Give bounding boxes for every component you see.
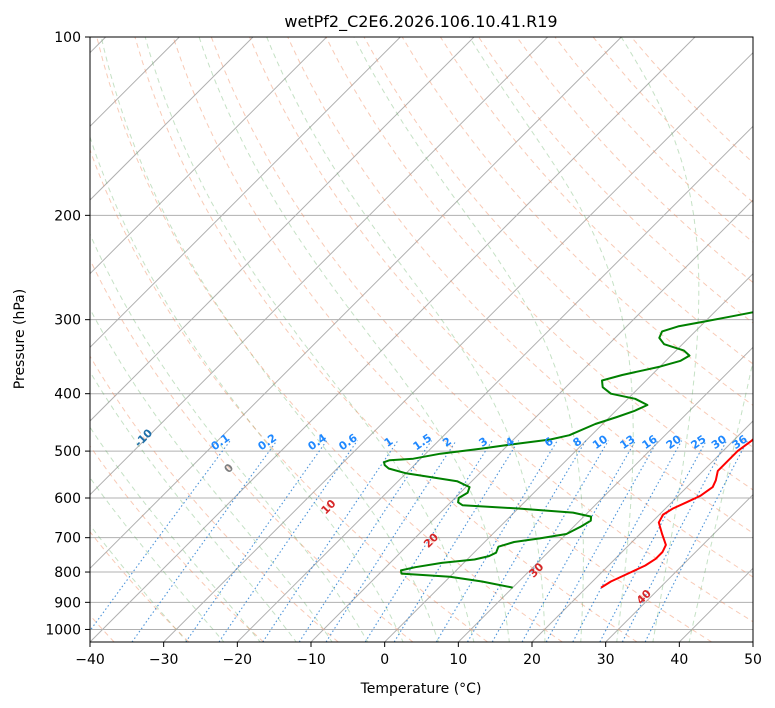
x-tick-label: 20 — [523, 652, 541, 668]
y-axis-ticks: 100 200 300 400 500 600 700 800 900 1000 — [45, 30, 90, 638]
plot-frame — [89, 36, 754, 643]
y-tick-label: 1000 — [45, 622, 81, 638]
x-tick-label: 10 — [449, 652, 467, 668]
temperature-profile-line — [600, 437, 753, 589]
x-tick-label: −20 — [223, 652, 253, 668]
dry-adiabat-line — [210, 37, 753, 623]
isotherm-line — [90, 37, 328, 275]
mixing-ratio-lines — [90, 440, 748, 642]
y-tick-label: 900 — [54, 595, 81, 611]
moist-adiabat-line — [90, 135, 404, 642]
isotherm-line — [384, 272, 753, 642]
y-axis-label: Pressure (hPa) — [12, 289, 28, 389]
mixing-ratio-line — [572, 440, 683, 642]
dry-adiabat-line — [287, 37, 753, 534]
mixing-ratio-line — [90, 440, 231, 632]
y-tick-label: 800 — [54, 565, 81, 581]
moist-adiabat-line — [620, 37, 700, 642]
mixing-ratio-line — [364, 440, 493, 642]
mixing-ratio-line — [545, 440, 659, 642]
x-tick-label: −30 — [149, 652, 179, 668]
x-tick-label: 40 — [670, 652, 688, 668]
mixing-ratio-line — [298, 440, 432, 642]
dry-adiabat-line — [90, 355, 339, 642]
mixing-ratio-line — [185, 440, 328, 642]
dry-adiabat-line — [249, 37, 753, 578]
mixing-ratio-line — [491, 440, 609, 642]
isotherm-line — [90, 37, 254, 201]
dewpoint-profile-line — [383, 311, 753, 589]
mixing-ratio-line — [467, 440, 587, 642]
moist-adiabat-line — [90, 232, 369, 642]
mixing-ratio-line — [521, 440, 637, 642]
mixing-ratio-line — [644, 440, 748, 642]
chart-title: wetPf2_C2E6.2026.106.10.41.R19 — [284, 12, 557, 32]
isotherm-line — [90, 37, 549, 496]
moist-adiabat-line — [469, 37, 634, 642]
mixing-ratio-line — [262, 440, 399, 642]
x-tick-label: 30 — [597, 652, 615, 668]
plot-area — [90, 37, 753, 642]
mixing-ratio-line — [393, 440, 520, 642]
dry-adiabat-line — [96, 37, 563, 642]
isotherm-line — [310, 199, 753, 642]
sounding-profiles — [383, 311, 753, 589]
x-tick-label: −10 — [296, 652, 326, 668]
isotherm-line — [90, 37, 401, 349]
moist-adiabat-line — [90, 370, 297, 642]
dry-adiabat-line — [439, 37, 753, 365]
isotherm-line — [605, 493, 753, 642]
isotherm-line — [90, 37, 475, 422]
dry-adiabat-line — [90, 531, 190, 642]
isotherm-line — [90, 37, 622, 570]
dry-adiabat-line — [90, 258, 414, 642]
moist-adiabat-line — [90, 426, 261, 642]
moist-adiabat-line — [90, 524, 188, 642]
x-tick-label: 50 — [744, 652, 762, 668]
dry-adiabat-line — [516, 37, 753, 284]
y-tick-label: 200 — [54, 208, 81, 224]
mixing-ratio-line — [325, 440, 457, 642]
y-tick-label: 100 — [54, 30, 81, 46]
y-tick-label: 600 — [54, 491, 81, 507]
x-tick-label: −40 — [75, 652, 105, 668]
x-axis-label: Temperature (°C) — [360, 681, 482, 697]
moist-adiabat-line — [144, 37, 475, 642]
mixing-ratio-line — [435, 440, 558, 642]
dry-adiabat-line — [90, 148, 488, 642]
isotherm-line — [457, 346, 753, 642]
y-tick-label: 300 — [54, 313, 81, 329]
dry-adiabats — [90, 37, 753, 642]
isotherms — [90, 37, 753, 642]
mixing-ratio-line — [131, 440, 278, 642]
moist-adiabat-line — [266, 37, 546, 642]
x-axis-ticks: −40 −30 −20 −10 0 10 20 30 40 50 — [75, 642, 762, 668]
moist-adiabat-line — [100, 37, 440, 642]
moist-adiabat-line — [90, 476, 225, 642]
isotherm-line — [236, 125, 753, 642]
isotherm-line — [163, 51, 753, 642]
isotherm-line — [90, 37, 696, 642]
dry-adiabat-line — [401, 37, 753, 406]
y-tick-label: 700 — [54, 531, 81, 547]
y-tick-label: 400 — [54, 387, 81, 403]
dry-adiabat-line — [172, 37, 712, 642]
x-tick-label: 0 — [380, 652, 389, 668]
dry-adiabat-line — [134, 37, 638, 642]
dry-adiabat-line — [90, 445, 264, 642]
isotherm-line — [531, 420, 753, 642]
y-tick-label: 500 — [54, 444, 81, 460]
